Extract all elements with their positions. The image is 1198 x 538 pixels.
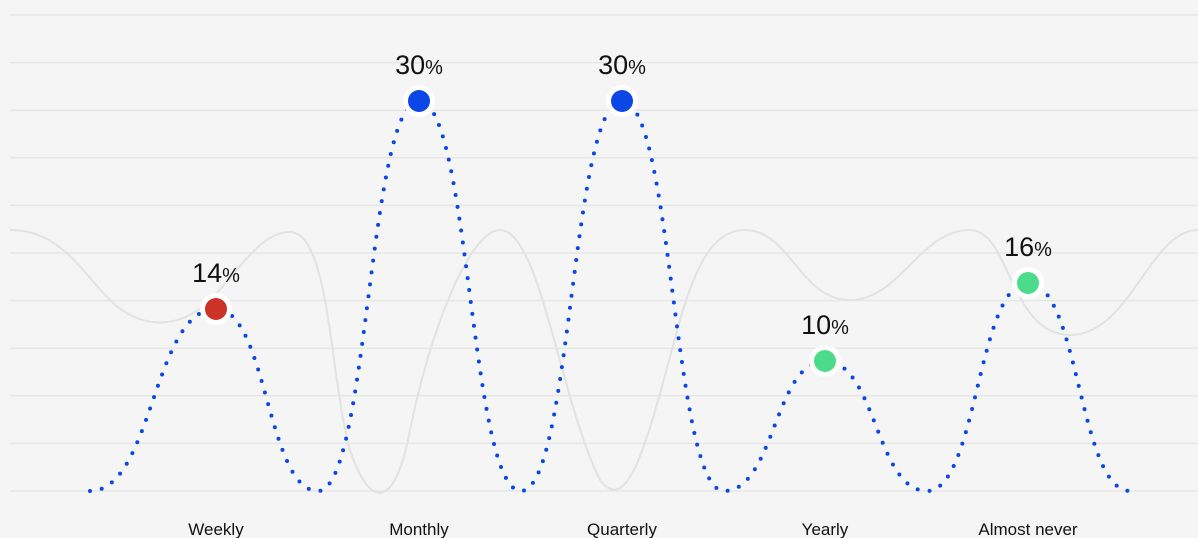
category-label: Quarterly <box>587 520 657 538</box>
value-label: 16% <box>1004 232 1052 262</box>
data-point <box>205 298 227 320</box>
value-label: 14% <box>192 258 240 288</box>
value-label: 30% <box>395 50 443 80</box>
data-points <box>200 85 1044 377</box>
category-label: Almost never <box>978 520 1078 538</box>
series-line <box>90 101 1130 491</box>
data-point <box>408 90 430 112</box>
data-point <box>1017 272 1039 294</box>
value-label: 30% <box>598 50 646 80</box>
data-point <box>611 90 633 112</box>
category-label: Weekly <box>188 520 244 538</box>
value-label: 10% <box>801 310 849 340</box>
category-label: Yearly <box>802 520 849 538</box>
category-labels: Weekly Monthly Quarterly Yearly Almost never <box>188 520 1078 538</box>
data-point <box>814 350 836 372</box>
category-label: Monthly <box>389 520 449 538</box>
